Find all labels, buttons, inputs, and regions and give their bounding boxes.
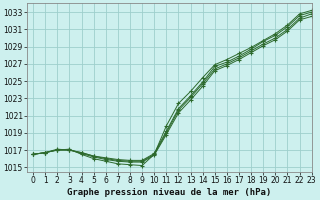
X-axis label: Graphe pression niveau de la mer (hPa): Graphe pression niveau de la mer (hPa) xyxy=(67,188,271,197)
